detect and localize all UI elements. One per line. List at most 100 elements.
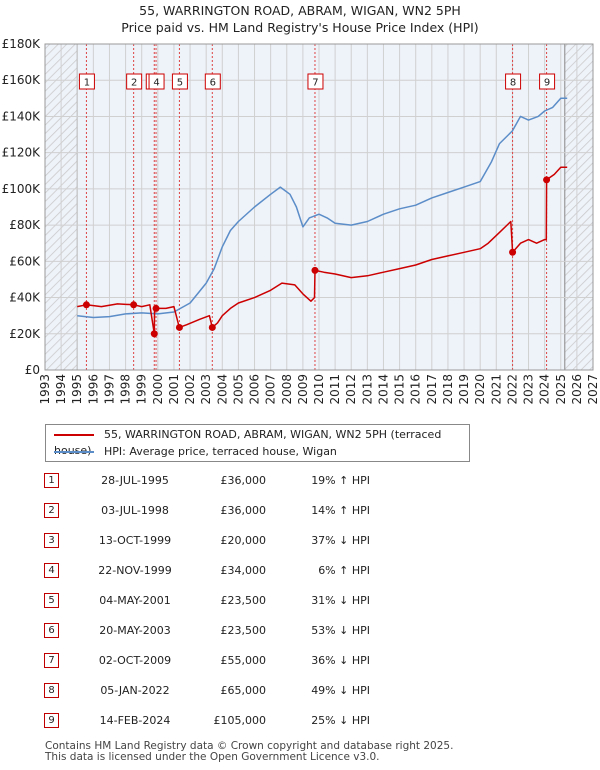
sale-price: £105,000 [213, 714, 267, 727]
sale-label-box [307, 73, 324, 90]
sale-label-number: 9 [544, 78, 550, 89]
sale-hpi-change: 14% ↑ HPI [311, 504, 370, 517]
sales-row: 4 22-NOV-1999 £34,000 6% ↑ HPI [0, 560, 600, 582]
x-tick-label: 2022 [505, 374, 519, 405]
sale-label-box [78, 73, 95, 90]
sale-label-number: 4 [153, 78, 159, 89]
sale-label-box [148, 73, 165, 90]
sale-hpi-change: 37% ↓ HPI [311, 534, 370, 547]
hpi-series-line [77, 97, 568, 319]
x-tick-label: 2018 [441, 374, 455, 405]
sale-label-box [126, 73, 143, 90]
x-tick-label: 2027 [586, 374, 600, 405]
x-tick-label: 2007 [264, 374, 278, 405]
sale-label-number: 1 [84, 78, 90, 89]
sale-price: £55,000 [220, 654, 267, 667]
x-tick-label: 2025 [554, 374, 568, 405]
sale-hpi-change: 53% ↓ HPI [311, 624, 370, 637]
sale-number-badge: 5 [44, 593, 59, 608]
legend: 55, WARRINGTON ROAD, ABRAM, WIGAN, WN2 5… [45, 424, 470, 462]
property-series-line [77, 166, 568, 335]
chart-subtitle: Price paid vs. HM Land Registry's House … [121, 20, 479, 35]
sale-hpi-change: 6% ↑ HPI [318, 564, 370, 577]
x-tick-label: 2014 [376, 374, 390, 405]
sale-date: 20-MAY-2003 [99, 624, 171, 637]
sale-number-badge: 4 [44, 563, 59, 578]
x-tick-label: 2019 [457, 374, 471, 405]
legend-label-hpi: HPI: Average price, terraced house, Wiga… [104, 445, 337, 458]
sale-label-number: 8 [510, 78, 516, 89]
sale-price: £34,000 [220, 564, 267, 577]
legend-swatch-property [54, 434, 94, 436]
sale-point [175, 323, 183, 331]
sale-point [130, 301, 138, 309]
sale-number-badge: 3 [44, 533, 59, 548]
x-tick-label: 2002 [183, 374, 197, 405]
sale-point [152, 304, 160, 312]
legend-label-property: 55, WARRINGTON ROAD, ABRAM, WIGAN, WN2 5… [54, 428, 442, 457]
sale-label-box [204, 73, 221, 90]
sale-date: 05-JAN-2022 [100, 684, 170, 697]
plot-border [44, 43, 594, 371]
x-tick-label: 1999 [135, 374, 149, 405]
x-tick-label: 1996 [86, 374, 100, 405]
legend-item-hpi: HPI: Average price, terraced house, Wiga… [54, 444, 337, 460]
y-tick-label: £160K [2, 73, 42, 87]
sale-hpi-change: 36% ↓ HPI [311, 654, 370, 667]
sale-point [543, 176, 551, 184]
price-chart: 123456789 £0£20K£40K£60K£80K£100K£120K£1… [2, 37, 600, 405]
sale-hpi-change: 31% ↓ HPI [311, 594, 370, 607]
sale-number-badge: 7 [44, 653, 59, 668]
sale-date: 14-FEB-2024 [99, 714, 171, 727]
chart-title: 55, WARRINGTON ROAD, ABRAM, WIGAN, WN2 5… [139, 3, 461, 18]
x-tick-label: 2010 [312, 374, 326, 405]
sale-date: 04-MAY-2001 [99, 594, 171, 607]
sale-number-badge: 6 [44, 623, 59, 638]
y-tick-label: £20K [9, 327, 41, 341]
sale-point [311, 266, 319, 274]
footer: Contains HM Land Registry data © Crown c… [45, 741, 453, 763]
sale-price: £36,000 [220, 474, 267, 487]
legend-swatch-hpi [54, 451, 94, 453]
x-tick-label: 1993 [38, 374, 52, 405]
footer-line-2: This data is licensed under the Open Gov… [45, 751, 380, 763]
sale-number-badge: 1 [44, 473, 59, 488]
y-tick-label: £100K [2, 182, 42, 196]
x-tick-label: 2000 [151, 374, 165, 405]
sale-date: 03-JUL-1998 [101, 504, 169, 517]
sale-number-badge: 8 [44, 683, 59, 698]
x-tick-label: 2001 [167, 374, 181, 405]
sale-date: 02-OCT-2009 [98, 654, 172, 667]
y-tick-label: £60K [9, 254, 41, 268]
x-tick-label: 2017 [425, 374, 439, 405]
footer-line-1: Contains HM Land Registry data © Crown c… [45, 740, 454, 752]
y-tick-label: £80K [9, 218, 41, 232]
y-tick-label: £120K [2, 146, 42, 160]
sale-number-badge: 2 [44, 503, 59, 518]
hatched-region-2 [564, 44, 593, 370]
sale-price: £23,500 [220, 594, 267, 607]
sale-hpi-change: 49% ↓ HPI [311, 684, 370, 697]
sale-label-box [505, 73, 522, 90]
sale-label-number: 6 [210, 78, 216, 89]
x-tick-label: 2016 [409, 374, 423, 405]
x-tick-label: 2009 [296, 374, 310, 405]
sale-price: £65,000 [220, 684, 267, 697]
y-tick-label: £0 [25, 363, 40, 377]
sales-row: 1 28-JUL-1995 £36,000 19% ↑ HPI [0, 470, 600, 492]
x-tick-label: 1994 [54, 374, 68, 405]
x-tick-label: 2004 [215, 374, 229, 405]
sales-row: 2 03-JUL-1998 £36,000 14% ↑ HPI [0, 500, 600, 522]
sale-price: £20,000 [220, 534, 267, 547]
sale-label-box [171, 73, 188, 90]
sale-point [509, 248, 517, 256]
sale-hpi-change: 25% ↓ HPI [311, 714, 370, 727]
y-tick-label: £140K [2, 109, 42, 123]
sale-point [82, 301, 90, 309]
sales-row: 5 04-MAY-2001 £23,500 31% ↓ HPI [0, 590, 600, 612]
sale-date: 22-NOV-1999 [98, 564, 172, 577]
sales-row: 8 05-JAN-2022 £65,000 49% ↓ HPI [0, 680, 600, 702]
sale-point [208, 323, 216, 331]
sale-number-badge: 9 [44, 713, 59, 728]
sale-point [150, 330, 158, 338]
